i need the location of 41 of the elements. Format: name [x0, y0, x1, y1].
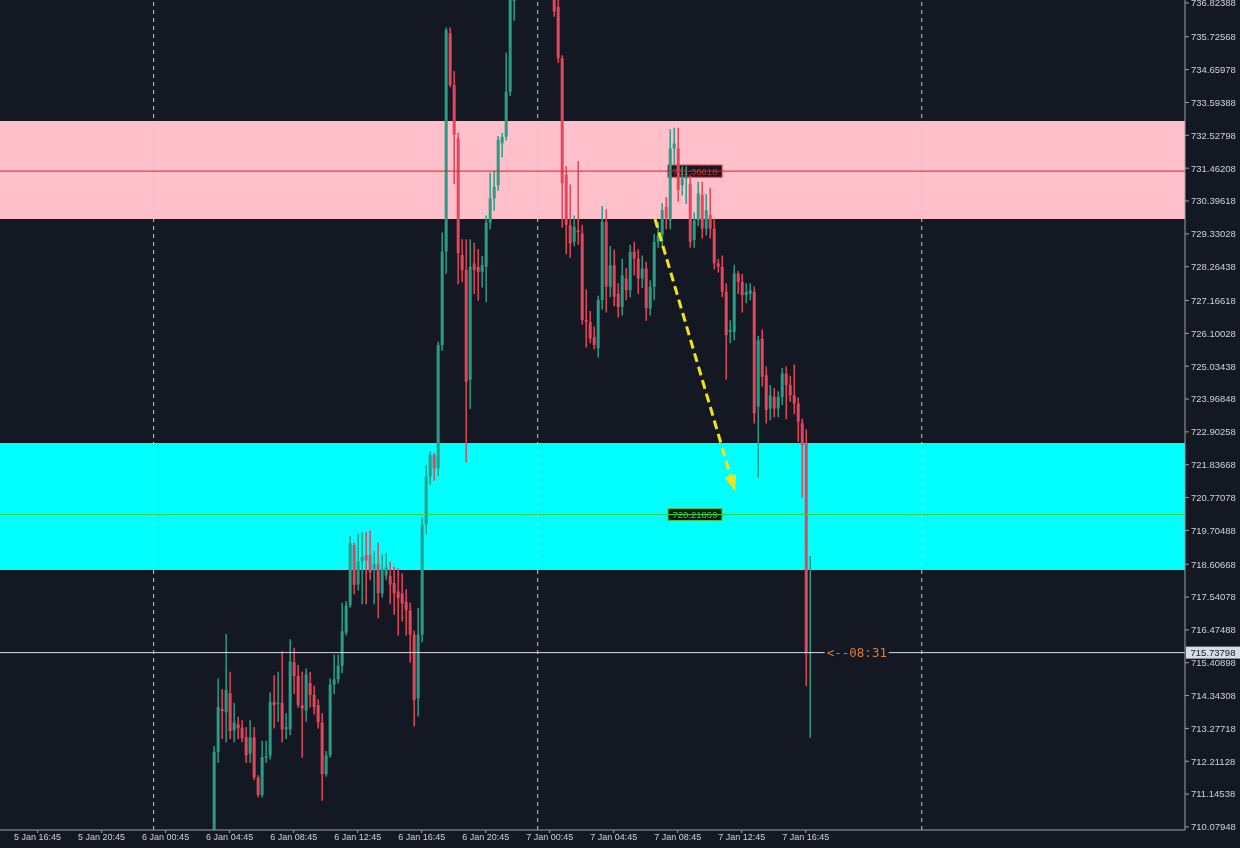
y-tick-label: 728.26438: [1191, 261, 1236, 273]
y-tick-label: 736.82388: [1191, 0, 1236, 9]
y-tick-label: 734.65978: [1191, 64, 1236, 76]
x-tick-label: 6 Jan 04:45: [206, 832, 254, 843]
y-tick-label: 715.40898: [1191, 657, 1236, 669]
y-tick-label: 712.21128: [1191, 755, 1236, 767]
x-tick-label: 6 Jan 20:45: [462, 832, 510, 843]
y-tick-label: 723.96848: [1191, 393, 1236, 405]
y-tick-label: 721.83668: [1191, 459, 1236, 471]
y-tick-label: 730.39618: [1191, 195, 1236, 207]
y-tick-label: 733.59388: [1191, 96, 1236, 108]
y-tick-label: 717.54078: [1191, 591, 1236, 603]
y-tick-label: 729.33028: [1191, 228, 1236, 240]
y-tick-label: 718.60668: [1191, 558, 1236, 570]
y-tick-label: 726.10028: [1191, 327, 1236, 339]
y-tick-label: 710.07948: [1191, 821, 1236, 833]
x-tick-label: 7 Jan 00:45: [526, 832, 574, 843]
x-tick-label: 7 Jan 12:45: [718, 832, 766, 843]
ref-line-label: 715.73798: [1190, 647, 1236, 659]
x-tick-label: 6 Jan 16:45: [398, 832, 446, 843]
x-tick-label: 6 Jan 08:45: [270, 832, 318, 843]
x-tick-label: 7 Jan 16:45: [782, 832, 830, 843]
y-tick-label: 725.03438: [1191, 360, 1236, 372]
x-tick-label: 6 Jan 00:45: [142, 832, 190, 843]
x-tick-label: 7 Jan 04:45: [590, 832, 638, 843]
y-tick-label: 727.16618: [1191, 294, 1236, 306]
y-tick-label: 731.46208: [1191, 162, 1236, 174]
x-tick-label: 5 Jan 20:45: [78, 832, 126, 843]
y-tick-label: 720.77078: [1191, 491, 1236, 503]
x-tick-label: 7 Jan 08:45: [654, 832, 702, 843]
y-tick-label: 713.27718: [1191, 722, 1236, 734]
y-tick-label: 711.14538: [1191, 788, 1236, 800]
y-tick-label: 714.34308: [1191, 689, 1236, 701]
y-tick-label: 722.90258: [1191, 426, 1236, 438]
annotation: <--08:31: [826, 645, 887, 661]
x-tick-label: 6 Jan 12:45: [334, 832, 382, 843]
x-tick-label: 5 Jan 16:45: [14, 832, 62, 843]
y-tick-label: 735.72568: [1191, 31, 1236, 43]
y-tick-label: 732.52798: [1191, 129, 1236, 141]
y-tick-label: 719.70488: [1191, 524, 1236, 536]
y-tick-label: 716.47488: [1191, 624, 1236, 636]
